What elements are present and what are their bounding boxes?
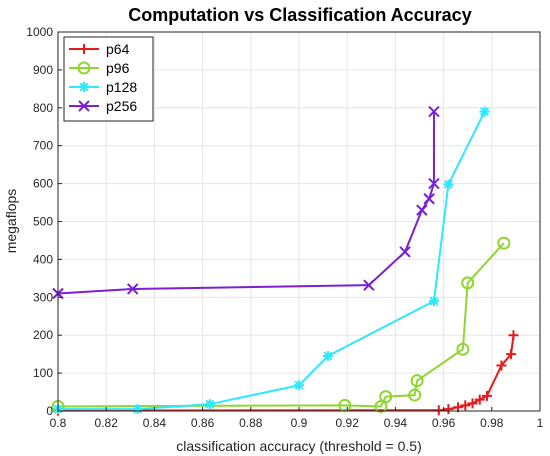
series-p128: [53, 106, 490, 415]
data-point-p64: [474, 394, 485, 405]
legend-marker-p64: [79, 44, 89, 54]
data-point-p64: [481, 390, 492, 401]
series-line-p96: [57, 242, 505, 408]
legend-entry-p256: p256: [69, 98, 137, 114]
data-point-p96: [497, 236, 511, 250]
x-tick-label: 0.86: [191, 416, 215, 430]
legend-label-p64: p64: [106, 41, 130, 57]
y-tick-label: 1000: [26, 25, 53, 39]
series-line-p128: [58, 111, 486, 411]
y-tick-label: 900: [33, 63, 53, 77]
data-point-p256: [423, 193, 435, 205]
x-tick-label: 0.82: [95, 416, 119, 430]
y-tick-label: 500: [33, 215, 53, 229]
legend-label-p256: p256: [106, 98, 137, 114]
series-p64: [53, 330, 519, 416]
legend: p64 p96 p128 p256: [63, 36, 154, 122]
legend-marker-p256: [78, 100, 90, 112]
data-point-p128: [479, 106, 490, 117]
y-tick-label: 600: [33, 177, 53, 191]
tick-labels: 0.8 0.82 0.84 0.86 0.88 0.9 0.92 0.94 0.96 0.98 10…: [26, 25, 543, 430]
x-tick-label: 0.92: [336, 416, 360, 430]
legend-entry-p128: p128: [69, 79, 137, 95]
data-point-p96: [410, 374, 424, 388]
y-tick-label: 0: [46, 404, 53, 418]
y-tick-label: 100: [33, 366, 53, 380]
data-point-p128: [443, 179, 454, 190]
x-tick-label: 0.9: [291, 416, 308, 430]
series-line-p256: [57, 111, 435, 295]
y-tick-label: 400: [33, 252, 53, 266]
legend-entry-p96: p96: [69, 60, 130, 76]
x-tick-label: 0.94: [384, 416, 408, 430]
data-point-p64: [508, 330, 519, 341]
x-tick-label: 0.96: [432, 416, 456, 430]
data-point-p64: [496, 360, 507, 371]
data-point-p64: [460, 400, 471, 411]
data-point-p256: [399, 246, 411, 258]
x-tick-label: 0.84: [143, 416, 167, 430]
data-point-p96: [379, 390, 393, 404]
legend-entry-p64: p64: [69, 41, 130, 57]
x-tick-label: 1: [537, 416, 544, 430]
data-point-p64: [506, 349, 517, 360]
data-point-p64: [443, 404, 454, 415]
x-axis-label: classification accuracy (threshold = 0.5…: [176, 438, 422, 454]
legend-marker-p96: [77, 61, 91, 75]
data-point-p96: [456, 342, 470, 356]
legend-label-p128: p128: [106, 79, 137, 95]
series-p96: [51, 236, 511, 413]
legend-marker-p128: [79, 82, 89, 92]
y-tick-label: 200: [33, 328, 53, 342]
x-tick-label: 0.88: [239, 416, 263, 430]
data-point-p256: [127, 283, 139, 295]
data-point-p128: [428, 296, 439, 307]
data-point-p128: [294, 380, 304, 391]
data-point-p64: [467, 398, 478, 409]
data-point-p128: [204, 399, 215, 410]
data-point-p256: [428, 177, 440, 190]
legend-label-p96: p96: [106, 60, 130, 76]
y-tick-label: 800: [33, 101, 53, 115]
y-axis-label: megaflops: [3, 189, 19, 254]
x-tick-label: 0.8: [50, 416, 67, 430]
data-point-p96: [408, 388, 422, 402]
y-tick-label: 700: [33, 139, 53, 153]
data-point-p96: [461, 276, 475, 290]
data-point-p64: [433, 405, 444, 416]
data-point-p256: [363, 279, 375, 291]
data-point-p256: [428, 105, 440, 118]
data-point-p128: [322, 351, 333, 362]
x-tick-label: 0.98: [480, 416, 504, 430]
data-point-p256: [416, 204, 428, 216]
y-tick-label: 300: [33, 290, 53, 304]
data-point-p128: [132, 404, 143, 415]
chart-title: Computation vs Classification Accuracy: [128, 5, 471, 25]
